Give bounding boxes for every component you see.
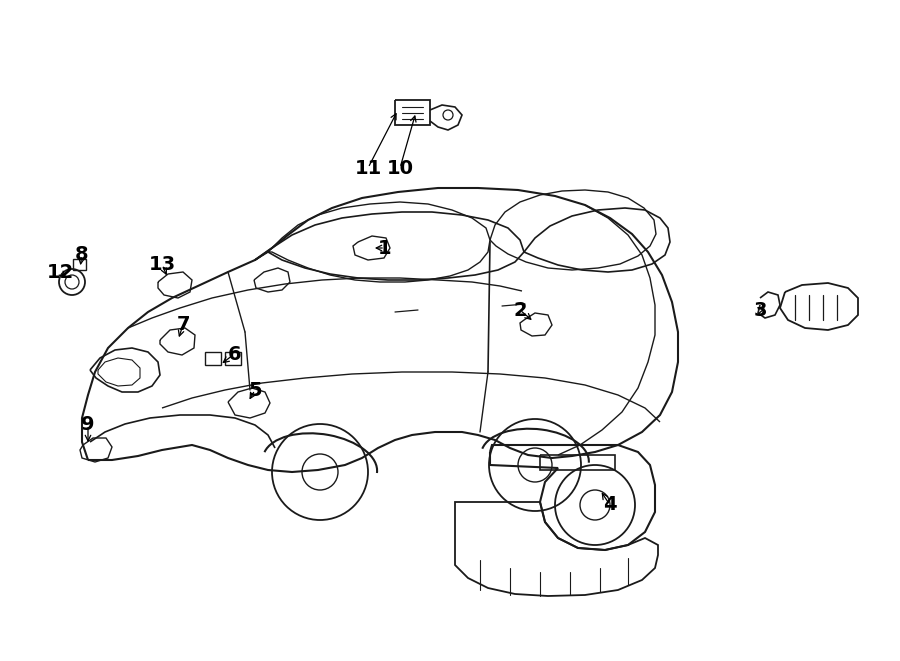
Text: 5: 5 (248, 381, 262, 399)
Text: 8: 8 (76, 245, 89, 264)
Text: 6: 6 (229, 346, 242, 364)
Text: 13: 13 (148, 256, 176, 274)
Text: 1: 1 (378, 239, 392, 258)
Text: 9: 9 (81, 416, 94, 434)
Text: 12: 12 (47, 262, 74, 282)
Text: 2: 2 (513, 301, 526, 319)
Text: 10: 10 (386, 159, 413, 178)
Text: 4: 4 (603, 496, 616, 514)
Text: 11: 11 (355, 159, 382, 178)
Text: 3: 3 (753, 301, 767, 319)
Text: 7: 7 (176, 315, 190, 334)
